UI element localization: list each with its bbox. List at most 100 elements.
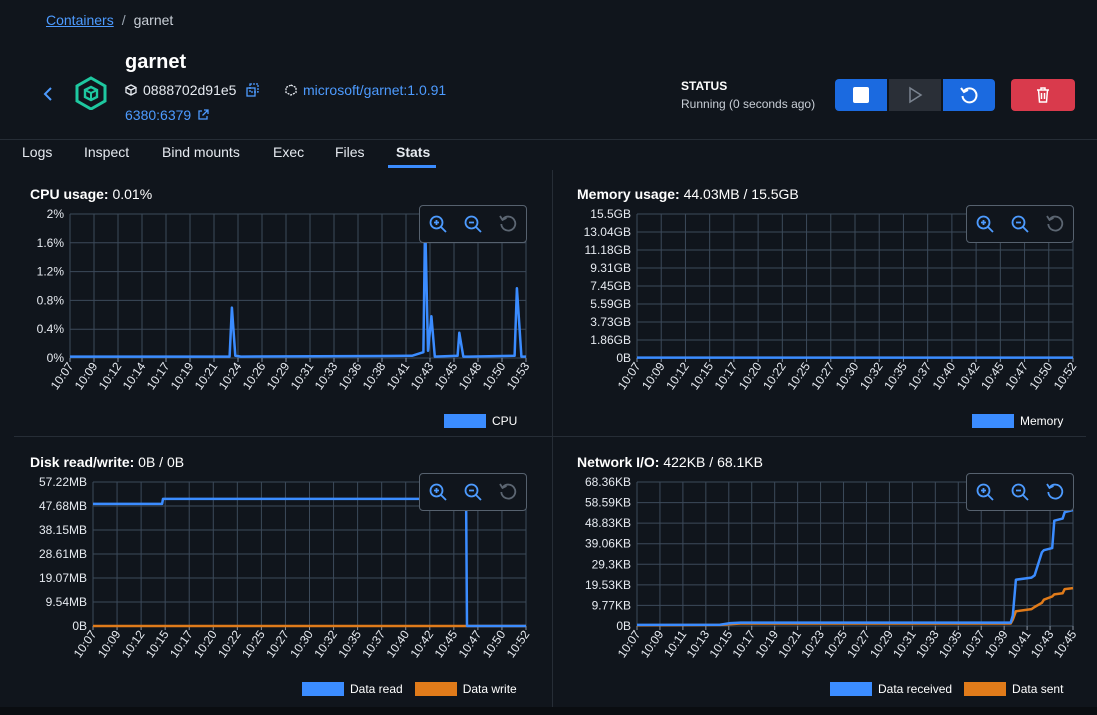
disk-zoom-controls <box>419 473 527 511</box>
breadcrumb-separator: / <box>121 12 126 28</box>
restart-icon <box>960 87 978 104</box>
cpu-panel-title: CPU usage: 0.01% <box>30 186 152 202</box>
legend-swatch-data-sent <box>964 682 1007 696</box>
cpu-zoom-controls <box>419 205 527 243</box>
disk-y-tick-label: 9.54MB <box>46 595 87 609</box>
disk-y-tick-label: 0B <box>72 619 87 633</box>
memory-y-tick-label: 1.86GB <box>590 333 631 347</box>
network-legend: Data received Data sent <box>830 682 1063 696</box>
network-y-tick-label: 29.3KB <box>592 557 631 571</box>
reset-icon[interactable] <box>497 481 519 503</box>
tab-inspect[interactable]: Inspect <box>84 144 130 160</box>
network-x-tick-label: 10:11 <box>661 627 689 659</box>
external-link-icon[interactable] <box>197 109 209 121</box>
reset-icon[interactable] <box>497 213 519 235</box>
legend-label-data-read: Data read <box>350 682 403 696</box>
tab-logs[interactable]: Logs <box>22 144 53 160</box>
tab-bar: Logs Inspect Bind mounts Exec Files Stat… <box>0 140 1097 170</box>
cpu-y-tick-label: 0.4% <box>37 322 65 336</box>
disk-series-data-read <box>93 497 526 628</box>
trash-icon <box>1037 87 1049 103</box>
container-header: garnet 0888702d91e5 microsoft/garnet:1.0… <box>0 44 1097 140</box>
network-x-tick-label: 10:23 <box>798 627 827 660</box>
network-x-tick-label: 10:31 <box>890 627 919 660</box>
memory-y-tick-label: 5.59GB <box>590 297 631 311</box>
network-x-tick-label: 10:33 <box>913 627 942 660</box>
legend-label-memory: Memory <box>1020 414 1064 428</box>
legend-label-data-received: Data received <box>878 682 953 696</box>
delete-button[interactable] <box>1011 79 1075 111</box>
restart-button[interactable] <box>943 79 995 111</box>
memory-y-tick-label: 13.04GB <box>584 225 631 239</box>
network-x-tick-label: 10:41 <box>1005 627 1034 660</box>
disk-legend: Data read Data write <box>302 682 517 696</box>
legend-swatch-memory <box>972 414 1014 428</box>
legend-swatch-data-write <box>414 682 457 696</box>
tab-exec[interactable]: Exec <box>273 144 305 160</box>
tab-bind-mounts[interactable]: Bind mounts <box>162 144 240 160</box>
zoom-out-icon[interactable] <box>1009 481 1031 503</box>
copy-icon[interactable] <box>246 83 260 97</box>
cpu-value: 0.01% <box>112 186 153 202</box>
network-x-tick-label: 10:25 <box>821 627 850 660</box>
cube-icon <box>125 84 137 96</box>
legend-swatch-data-received <box>830 682 872 696</box>
cpu-label: CPU usage: <box>30 186 109 202</box>
stop-button[interactable] <box>835 79 887 111</box>
stop-icon <box>853 87 869 103</box>
image-row: microsoft/garnet:1.0.91 <box>285 82 446 98</box>
zoom-out-icon[interactable] <box>462 213 484 235</box>
tab-stats[interactable]: Stats <box>396 144 431 160</box>
status-value: Running (0 seconds ago) <box>681 97 816 111</box>
reset-icon[interactable] <box>1044 481 1066 503</box>
start-button[interactable] <box>889 79 941 111</box>
network-x-tick-label: 10:27 <box>844 627 873 660</box>
network-x-tick-label: 10:17 <box>730 627 759 660</box>
network-y-tick-label: 39.06KB <box>585 537 631 551</box>
zoom-out-icon[interactable] <box>1009 213 1031 235</box>
memory-y-tick-label: 9.31GB <box>590 261 631 275</box>
network-x-tick-label: 10:15 <box>707 627 736 660</box>
reset-icon[interactable] <box>1044 213 1066 235</box>
bottom-bar <box>0 707 1097 715</box>
container-id: 0888702d91e5 <box>143 82 237 98</box>
zoom-in-icon[interactable] <box>427 481 449 503</box>
network-x-tick-label: 10:39 <box>982 627 1011 660</box>
back-button[interactable] <box>40 84 56 104</box>
cpu-y-tick-label: 0% <box>47 351 65 365</box>
tab-files[interactable]: Files <box>335 144 365 160</box>
cpu-y-tick-label: 1.2% <box>37 265 65 279</box>
status-block: STATUS Running (0 seconds ago) <box>681 79 815 111</box>
chevron-left-icon <box>43 87 52 101</box>
zoom-out-icon[interactable] <box>462 481 484 503</box>
cpu-legend: CPU <box>444 414 517 428</box>
panel-divider-horizontal <box>14 436 1086 437</box>
zoom-in-icon[interactable] <box>974 481 996 503</box>
cpu-y-tick-label: 2% <box>47 207 65 221</box>
image-layers-icon <box>285 84 297 96</box>
network-y-tick-label: 0B <box>616 619 631 633</box>
header-divider <box>0 139 1097 140</box>
active-tab-indicator <box>388 165 436 168</box>
legend-label-cpu: CPU <box>492 414 518 428</box>
disk-label: Disk read/write: <box>30 454 135 470</box>
network-label: Network I/O: <box>577 454 660 470</box>
ports-row: 6380:6379 <box>125 107 209 123</box>
disk-y-tick-label: 38.15MB <box>39 523 87 537</box>
breadcrumb-containers-link[interactable]: Containers <box>46 12 114 28</box>
port-link[interactable]: 6380:6379 <box>125 107 192 123</box>
breadcrumb: Containers / garnet <box>46 12 173 28</box>
cpu-y-tick-label: 0.8% <box>37 293 65 307</box>
network-x-tick-label: 10:09 <box>638 627 667 660</box>
legend-label-data-sent: Data sent <box>1012 682 1064 696</box>
image-link[interactable]: microsoft/garnet:1.0.91 <box>303 82 447 98</box>
network-series-data-sent <box>636 586 1074 627</box>
legend-swatch-data-read <box>302 682 344 696</box>
zoom-in-icon[interactable] <box>974 213 996 235</box>
zoom-in-icon[interactable] <box>427 213 449 235</box>
container-id-row: 0888702d91e5 <box>125 82 260 98</box>
memory-zoom-controls <box>966 205 1074 243</box>
network-y-tick-label: 9.77KB <box>592 598 631 612</box>
network-x-tick-label: 10:21 <box>775 627 804 660</box>
